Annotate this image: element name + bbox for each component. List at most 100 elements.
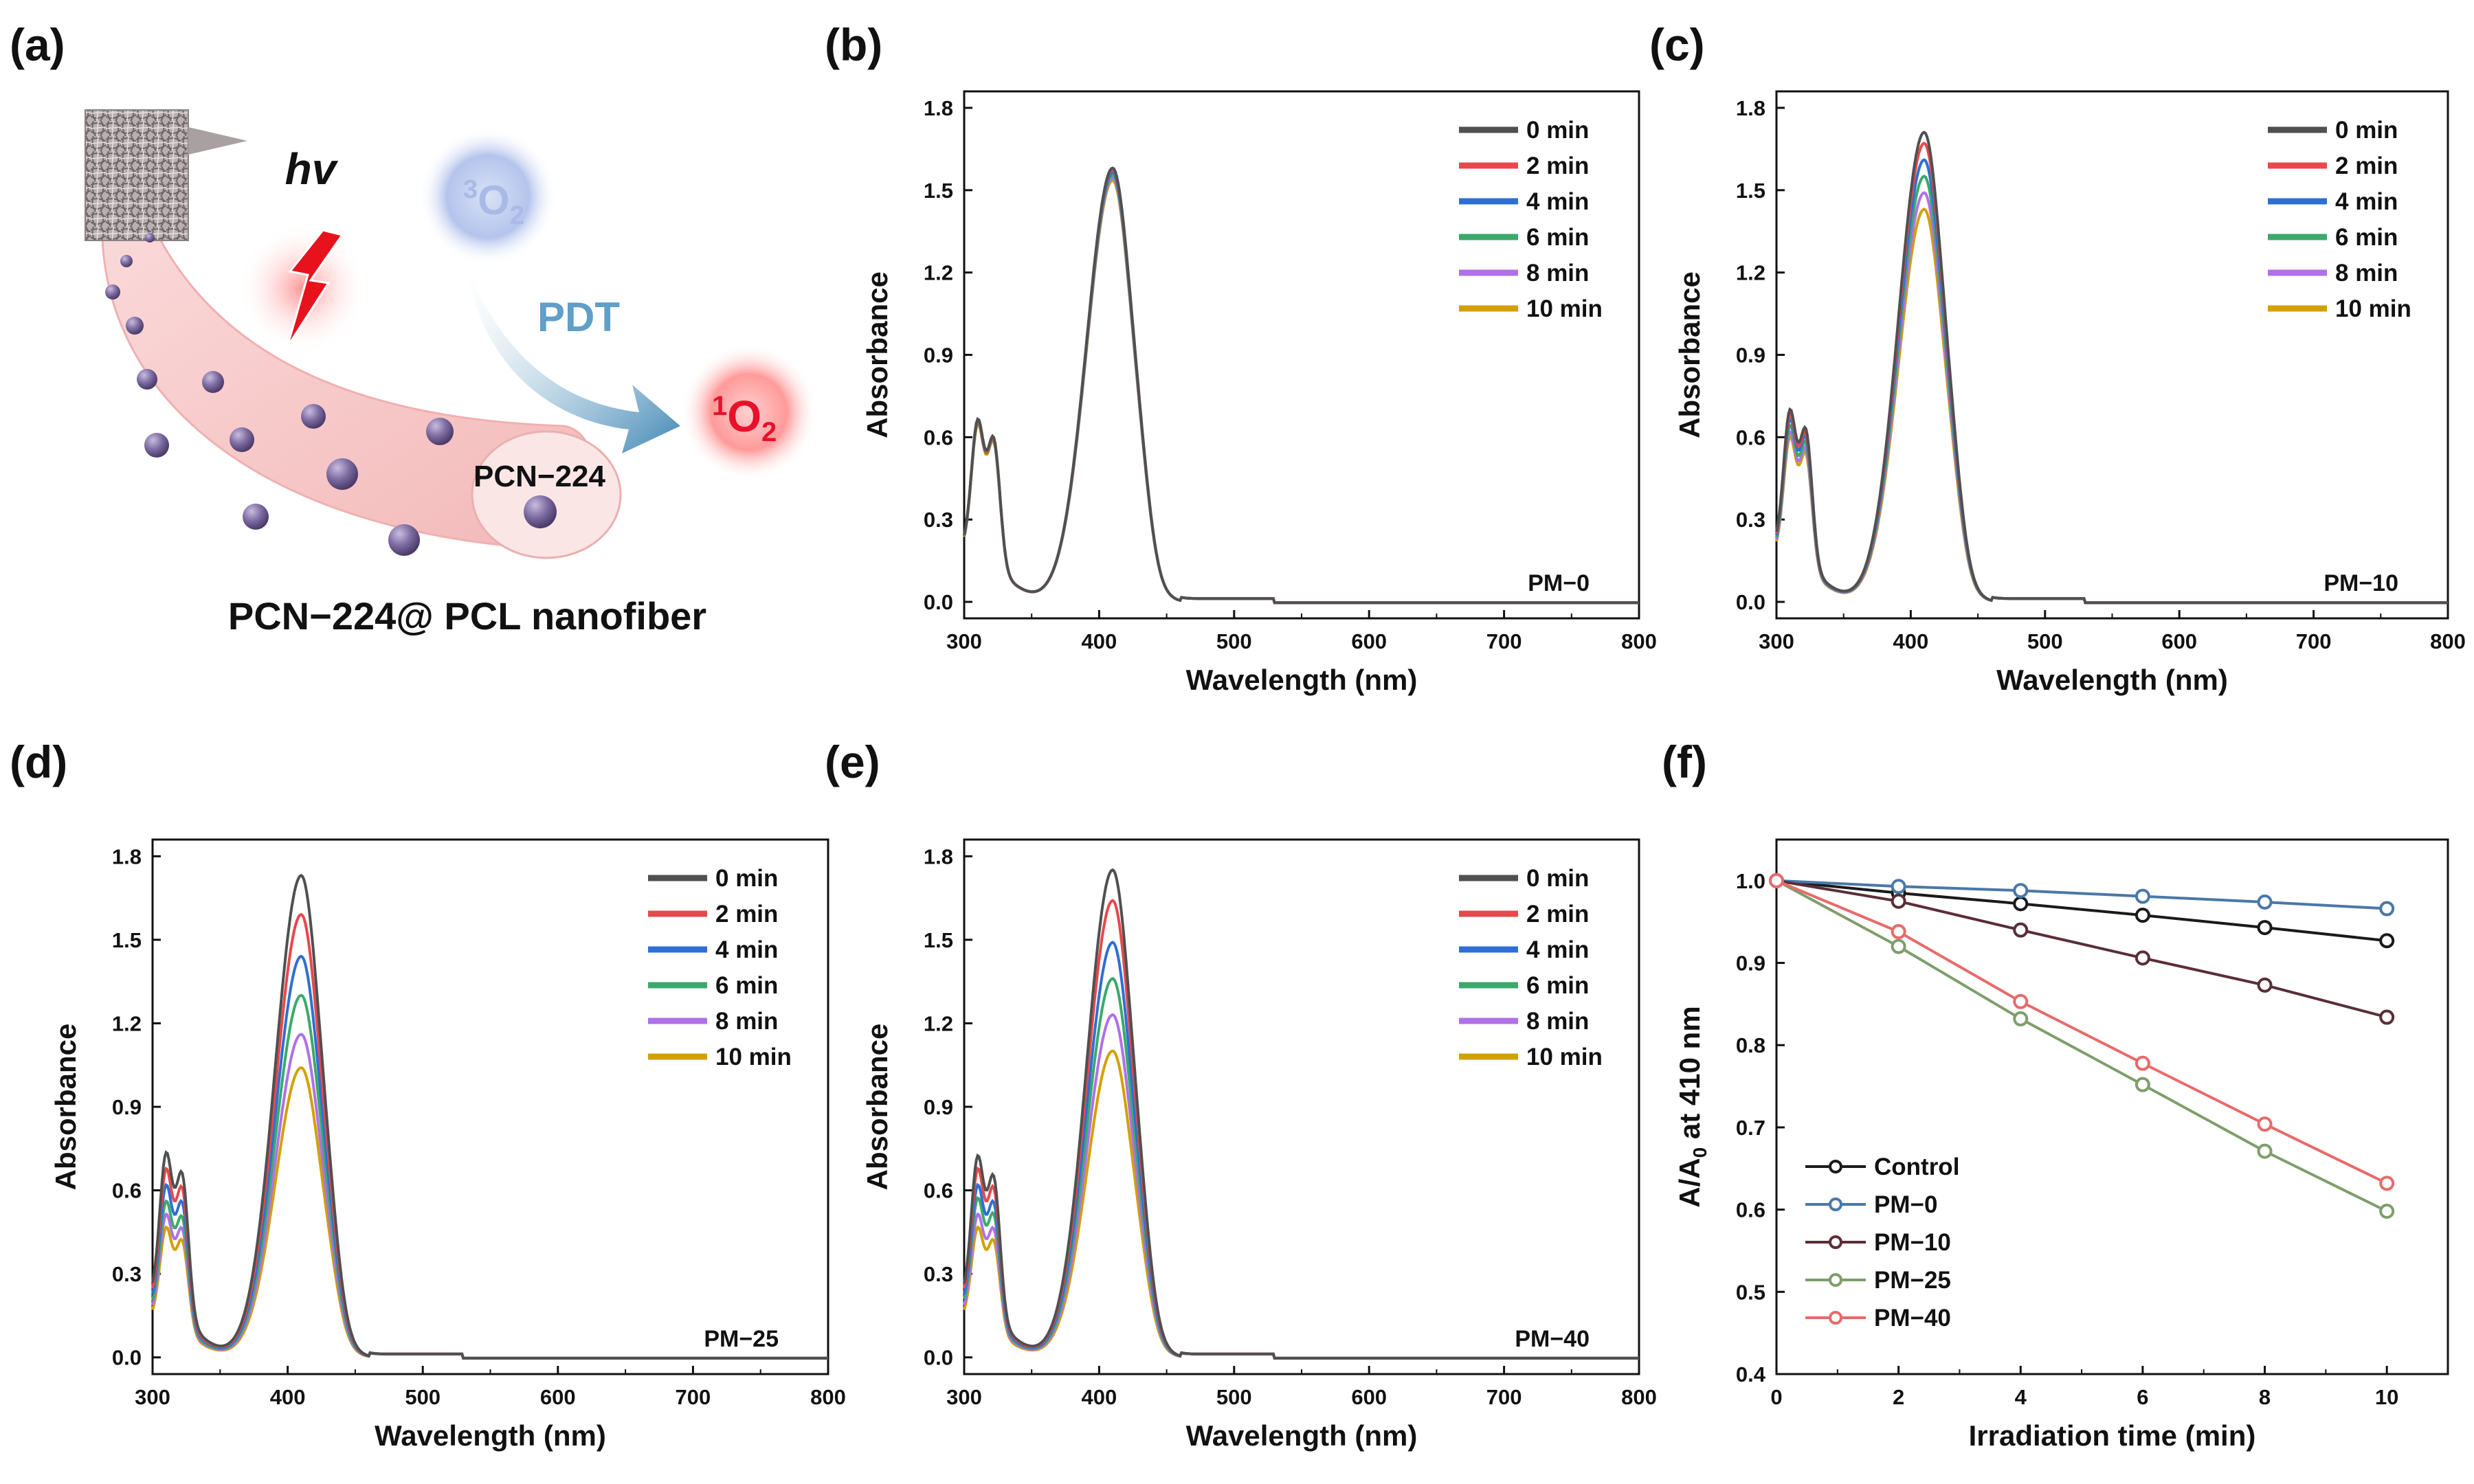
- data-point: [1891, 879, 1906, 895]
- x-tick-label: 700: [1486, 629, 1522, 653]
- y-tick-label: 1.8: [924, 844, 953, 868]
- legend-label: 8 min: [2335, 260, 2398, 286]
- legend-marker: [1829, 1160, 1842, 1173]
- y-tick-label: 0.3: [112, 1262, 142, 1286]
- x-tick-label: 600: [1351, 1385, 1387, 1409]
- x-tick-label: 300: [946, 1385, 982, 1409]
- y-tick-label: 1.2: [924, 1011, 953, 1035]
- legend-marker: [1829, 1198, 1842, 1211]
- legend-label: Control: [1874, 1154, 1959, 1180]
- x-tick-label: 10: [2375, 1385, 2398, 1409]
- x-tick-label: 600: [540, 1385, 576, 1409]
- particle: [426, 418, 454, 445]
- data-point: [1769, 873, 1784, 888]
- pcn-224-particles: [105, 233, 557, 556]
- data-point: [2257, 920, 2273, 936]
- data-point: [2379, 1176, 2395, 1191]
- data-point: [2379, 901, 2395, 917]
- particle: [145, 233, 155, 243]
- y-tick-label: 0.3: [924, 1262, 953, 1286]
- legend-label: 10 min: [2335, 295, 2411, 322]
- legend-label: PM−0: [1874, 1191, 1937, 1218]
- x-tick-label: 400: [1893, 629, 1929, 653]
- y-tick-label: 0.0: [924, 590, 953, 614]
- legend-marker: [1829, 1273, 1842, 1287]
- y-tick-label: 0.3: [924, 508, 953, 532]
- particle: [202, 371, 224, 393]
- y-tick-label: 1.5: [112, 928, 142, 952]
- panel-b-chart: (b) 300 400 500 600 700 800 0.0 0.3 0.6 0.9 1.2 1.5 1…: [825, 19, 1657, 696]
- legend-label: 10 min: [1526, 1044, 1603, 1070]
- panel-letter-f: (f): [1662, 737, 1707, 787]
- particle: [144, 433, 169, 458]
- data-point: [2013, 993, 2029, 1009]
- legend-label: 6 min: [715, 972, 778, 999]
- panel-c-chart: (c) 300 400 500 600 700 800 0.0 0.3 0.6 0.9 1.2 1.5 1…: [1649, 19, 2466, 696]
- legend-label: 10 min: [1526, 295, 1603, 322]
- mat-spike: [188, 127, 247, 155]
- legend-label: 0 min: [715, 865, 778, 892]
- x-tick-label: 300: [135, 1385, 170, 1409]
- legend-label: 2 min: [1526, 901, 1589, 928]
- series-line-PM−0: [1776, 879, 2387, 910]
- data-point: [2013, 922, 2029, 938]
- y-tick-label: 0.9: [924, 1095, 953, 1119]
- y-tick-label: 0.9: [112, 1095, 142, 1119]
- panel-letter-b: (b): [825, 19, 882, 70]
- data-point: [2379, 1204, 2395, 1219]
- y-tick-label: 1.5: [1736, 179, 1765, 203]
- data-point: [1891, 938, 1906, 954]
- legend-marker: [1829, 1235, 1842, 1249]
- y-axis-label: Absorbance: [1673, 271, 1706, 438]
- y-tick-label: 0.0: [924, 1346, 953, 1370]
- sample-label: PM−40: [1515, 1326, 1590, 1352]
- y-tick-label: 1.8: [112, 844, 142, 868]
- x-tick-label: 700: [1486, 1385, 1522, 1409]
- y-tick-label: 0.9: [924, 344, 953, 368]
- y-tick-label: 0.6: [924, 1179, 953, 1203]
- series-line-PM−10: [1776, 879, 2387, 1019]
- singlet-oxygen-label: 1O2: [712, 391, 777, 447]
- particle: [126, 317, 144, 335]
- particle: [137, 369, 157, 390]
- legend-label: 6 min: [1526, 224, 1589, 251]
- legend-label: PM−10: [1874, 1229, 1951, 1256]
- particle: [524, 495, 557, 528]
- series-line-0-min: [151, 873, 828, 1360]
- legend-label: 8 min: [1526, 260, 1589, 286]
- legend: 0 min 2 min 4 min 6 min 8 min 10 min: [1459, 117, 1603, 322]
- x-tick-label: 400: [270, 1385, 306, 1409]
- x-tick-label: 300: [1759, 629, 1794, 653]
- panel-a-caption: PCN−224@ PCL nanofiber: [228, 594, 706, 638]
- y-tick-label: 0.3: [1736, 508, 1765, 532]
- legend-label: 6 min: [1526, 972, 1589, 999]
- pdt-arrow: [467, 268, 680, 453]
- lightning-bolt-icon: [286, 229, 344, 348]
- singlet-oxygen-glow: [680, 344, 818, 481]
- legend-label: 10 min: [715, 1044, 792, 1070]
- legend-label: 4 min: [715, 936, 778, 963]
- y-tick-label: 1.2: [1736, 261, 1765, 285]
- data-point: [2257, 1116, 2273, 1132]
- series-line-0-min: [963, 868, 1639, 1360]
- series-line-8-min: [151, 1033, 828, 1360]
- legend-label: 0 min: [2335, 117, 2398, 144]
- y-tick-label: 1.5: [924, 179, 953, 203]
- x-tick-label: 800: [1621, 629, 1657, 653]
- particle: [388, 524, 420, 556]
- data-point: [2135, 888, 2150, 904]
- data-point: [2135, 1077, 2150, 1092]
- x-tick-label: 2: [1893, 1385, 1904, 1409]
- data-point: [2257, 977, 2273, 993]
- legend: 0 min 2 min 4 min 6 min 8 min 10 min: [2268, 117, 2411, 322]
- y-tick-label: 0.7: [1736, 1116, 1765, 1140]
- y-tick-label: 1.8: [1736, 96, 1765, 120]
- y-tick-label: 1.2: [112, 1011, 142, 1035]
- data-point: [2257, 1143, 2273, 1159]
- y-tick-label: 0.6: [1736, 425, 1765, 449]
- y-axis-label: A/A0 at 410 nm: [1673, 1006, 1710, 1207]
- x-axis-label: Wavelength (nm): [1996, 664, 2228, 696]
- x-axis-label: Wavelength (nm): [375, 1419, 606, 1452]
- plot-frame: [1775, 838, 2449, 1375]
